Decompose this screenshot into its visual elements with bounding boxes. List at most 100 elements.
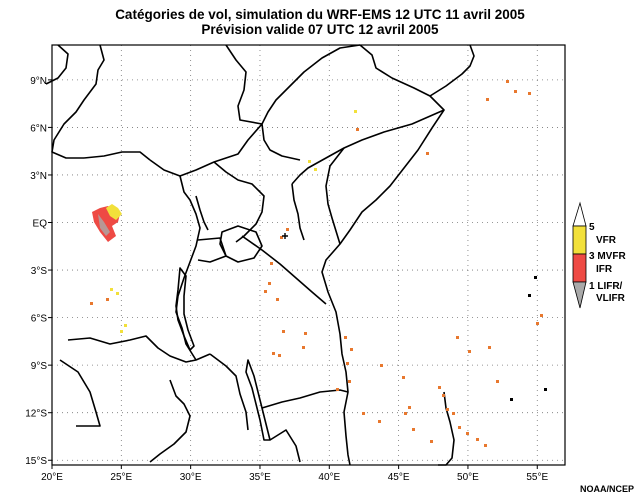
mvfr-spot [276,298,279,301]
lifr-spot [544,388,547,391]
lake-tanganyika [175,267,195,351]
vfr-spot [308,160,311,163]
mvfr-spot [272,352,275,355]
uganda-border [213,161,265,243]
car-drc-border [83,151,151,161]
country-borders [45,44,475,466]
sudan-chad-border [51,44,105,159]
zambia-east [149,379,191,463]
mvfr-spot [486,98,489,101]
mvfr-spot [412,428,415,431]
mvfr-spot [264,290,267,293]
y-tick-label: 3°N [30,171,47,182]
vfr-spot [120,330,123,333]
tanzania-mozambique [261,389,349,409]
colorbar-label: VFR [596,235,617,246]
vfr-spot [124,324,127,327]
mvfr-spot [350,348,353,351]
somalia-ethiopia-border [291,109,445,185]
kenya-tanzania-border [241,235,327,305]
mvfr-spot [282,330,285,333]
mvfr-spot [488,346,491,349]
vfr-spot [110,288,113,291]
colorbar-label: VLIFR [596,293,626,304]
flight-category-patches [90,80,547,447]
madagascar [438,391,455,466]
mvfr-spot [468,350,471,353]
colorbar-vfr [572,225,587,255]
mvfr-spot [536,322,539,325]
sudan-north [225,44,263,125]
y-tick-label: EQ [33,219,48,230]
mvfr-spot [528,92,531,95]
mvfr-spot [456,336,459,339]
mvfr-spot [404,412,407,415]
mvfr-spot [362,412,365,415]
graticule [51,45,565,465]
vfr-spot [314,168,317,171]
mvfr-spot [446,408,449,411]
map-title: Catégories de vol, simulation du WRF-EMS… [115,7,525,22]
colorbar-lifr [572,281,587,309]
libya-chad [45,44,69,85]
lake-victoria [219,225,263,263]
mvfr-spot [452,412,455,415]
lifr-spot [534,276,537,279]
mvfr-spot [286,228,289,231]
colorbar-ifr [572,253,587,283]
station-marker [282,233,288,239]
x-tick-label: 20°E [41,472,63,483]
lifr-spot [510,398,513,401]
coastline-east-africa [321,44,445,466]
mvfr-spot [458,426,461,429]
colorbar-label: 5 [589,222,595,233]
mvfr-spot [514,90,517,93]
mvfr-spot [280,236,283,239]
map-subtitle: Prévision valide 07 UTC 12 avril 2005 [201,22,439,37]
mvfr-spot [476,438,479,441]
mvfr-spot [348,380,351,383]
mvfr-spot [302,346,305,349]
lake-albert [195,195,209,231]
x-tick-label: 40°E [318,472,340,483]
mvfr-spot [380,364,383,367]
mvfr-spot [484,444,487,447]
mvfr-spot [426,152,429,155]
mvfr-spot [466,432,469,435]
lake-malawi [245,359,271,441]
gulf-of-aden-coast [429,44,475,97]
mvfr-spot [304,332,307,335]
mvfr-spot [430,440,433,443]
vfr-spot [354,110,357,113]
mvfr-spot [438,386,441,389]
mvfr-spot [402,376,405,379]
mvfr-spot [90,302,93,305]
vfr-spot [116,292,119,295]
mvfr-spot [408,406,411,409]
y-tick-label: 9°S [31,361,48,372]
colorbar-label: IFR [596,264,613,275]
y-tick-label: 9°N [30,76,47,87]
mvfr-spot [378,420,381,423]
lifr-spot [528,294,531,297]
x-tick-label: 35°E [249,472,271,483]
x-tick-label: 45°E [388,472,410,483]
mozambique-malawi [269,429,301,463]
mvfr-spot [356,128,359,131]
y-tick-label: 12°S [25,409,47,420]
y-tick-label: 6°S [31,314,48,325]
mvfr-spot [496,380,499,383]
colorbar-label: 1 LIFR/ [589,281,623,292]
mvfr-spot [506,80,509,83]
mvfr-spot [336,388,339,391]
drc-east-border [175,175,201,361]
lifr-patch [98,214,110,236]
map-frame [51,44,566,466]
mvfr-spot [346,362,349,365]
x-tick-label: 55°E [526,472,548,483]
sudan-border-south [149,123,263,177]
mvfr-spot [268,282,271,285]
mvfr-spot [106,298,109,301]
